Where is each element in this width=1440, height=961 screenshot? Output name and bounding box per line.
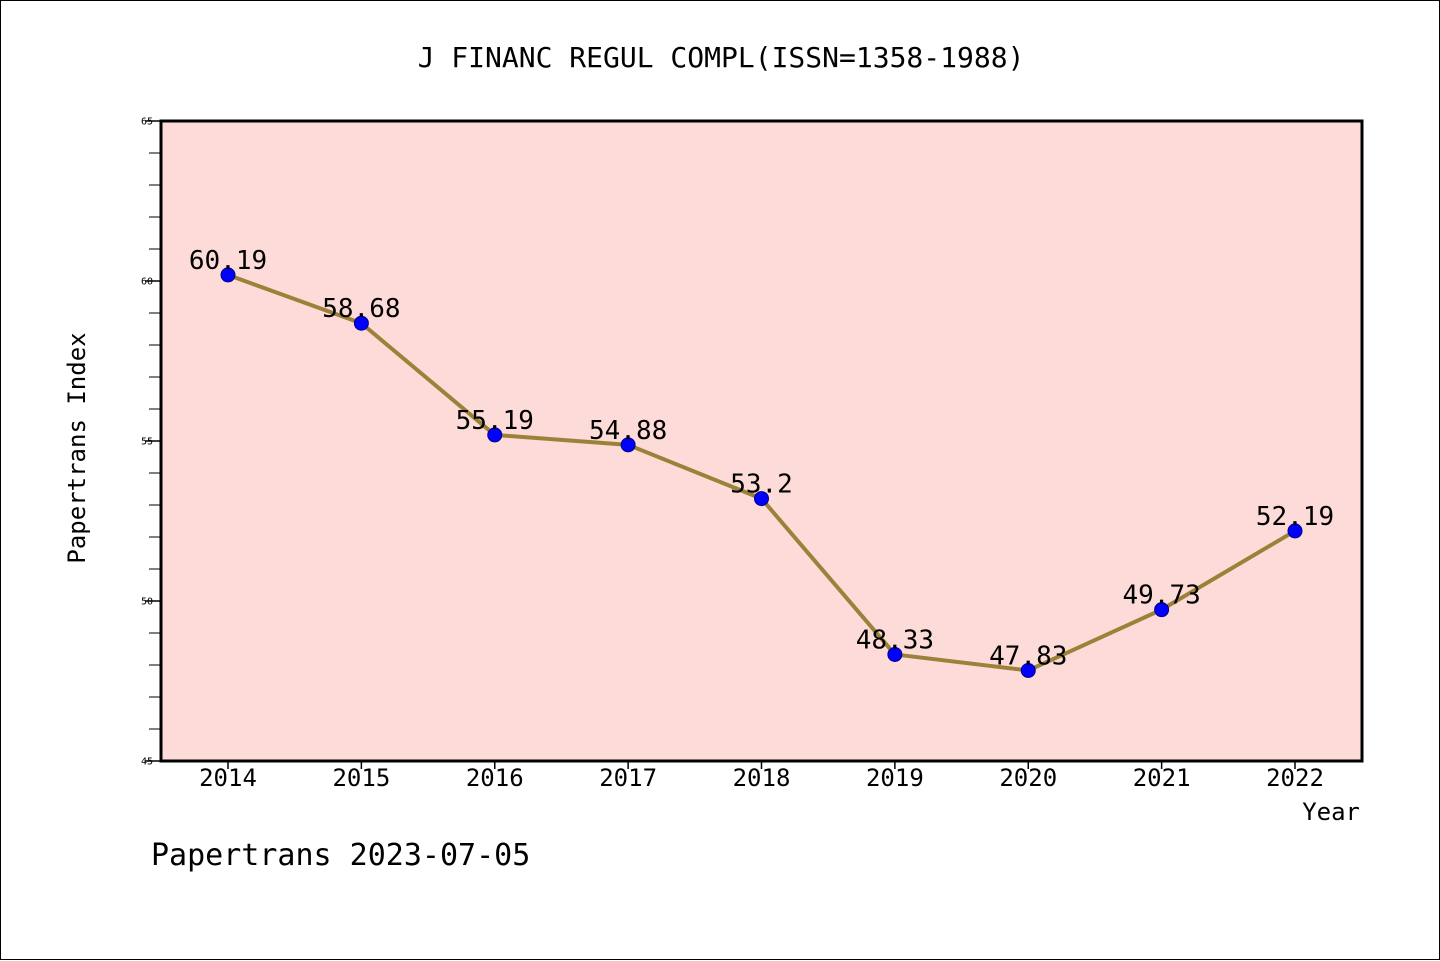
data-point	[487, 427, 503, 443]
y-tick-label: 50	[141, 597, 153, 608]
x-tick-label: 2019	[866, 764, 924, 792]
y-tick-label: 55	[141, 437, 153, 448]
x-axis: 2014 2015 2016 2017 2018 2019 2020 2021 2022	[199, 761, 1324, 792]
plot-area	[161, 121, 1362, 761]
x-tick-label: 2015	[332, 764, 390, 792]
x-tick-label: 2020	[999, 764, 1057, 792]
data-point	[1154, 602, 1170, 618]
data-point	[1287, 523, 1303, 539]
x-axis-label: Year	[1302, 798, 1360, 826]
data-label: 49.73	[1122, 581, 1200, 611]
data-point	[220, 267, 236, 283]
x-tick-label: 2021	[1133, 764, 1191, 792]
y-tick-label: 45	[141, 757, 153, 768]
y-axis: 45 50 55 60 65	[141, 117, 161, 768]
data-point	[620, 437, 636, 453]
data-label: 55.19	[456, 406, 534, 436]
data-label: 47.83	[989, 641, 1067, 671]
data-label: 60.19	[189, 246, 267, 276]
x-tick-label: 2017	[599, 764, 657, 792]
y-axis-label: Papertrans Index	[63, 332, 91, 563]
data-point	[754, 491, 769, 507]
data-label: 48.33	[856, 625, 934, 655]
data-point	[1020, 662, 1036, 678]
x-tick-label: 2014	[199, 764, 257, 792]
plot-border	[159, 119, 1364, 763]
series-papertrans-index: 60.19 58.68 55.19 54.88 53.2 48.33 47.83 49.73 5…	[189, 246, 1334, 678]
y-tick-label: 65	[141, 117, 153, 128]
footer-text: Papertrans 2023-07-05	[151, 838, 530, 873]
data-point	[353, 315, 369, 331]
x-tick-label: 2016	[466, 764, 524, 792]
data-label: 53.2	[730, 470, 793, 500]
data-label: 54.88	[589, 416, 667, 446]
y-tick-label: 60	[141, 277, 153, 288]
data-point	[887, 646, 903, 662]
chart-title: J FINANC REGUL COMPL(ISSN=1358-1988)	[418, 41, 1025, 74]
data-label: 52.19	[1256, 502, 1334, 532]
x-tick-label: 2018	[733, 764, 791, 792]
x-tick-label: 2022	[1266, 764, 1324, 792]
data-label: 58.68	[322, 294, 400, 324]
